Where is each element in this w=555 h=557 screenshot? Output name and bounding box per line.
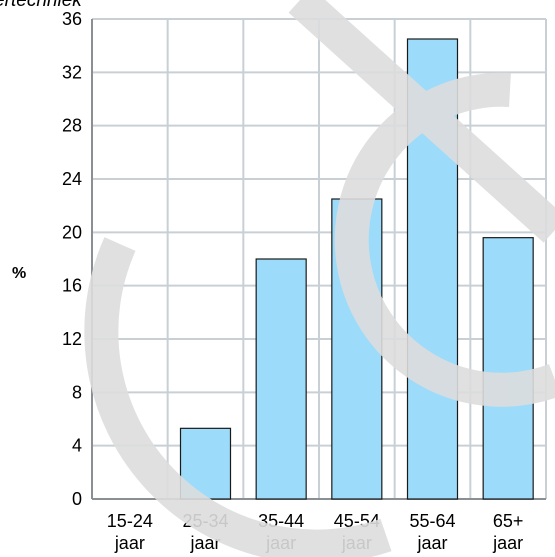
y-tick-label: 32 bbox=[62, 62, 82, 82]
y-tick-label: 16 bbox=[62, 276, 82, 296]
watermark-arc bbox=[84, 237, 392, 557]
y-tick-label: 36 bbox=[62, 9, 82, 29]
x-tick-label: 55-64 bbox=[409, 511, 455, 531]
bar-35-44 bbox=[255, 258, 307, 500]
x-tick-label: 65+ bbox=[493, 511, 524, 531]
y-tick-label: 28 bbox=[62, 116, 82, 136]
chart-title: Curvertechniek bbox=[0, 0, 83, 11]
watermark-stroke bbox=[288, 0, 555, 243]
bar-65+ bbox=[482, 237, 534, 500]
x-tick-label: jaar bbox=[492, 533, 523, 553]
y-tick-label: 0 bbox=[72, 489, 82, 509]
y-tick-label: 12 bbox=[62, 329, 82, 349]
y-tick-labels: 0 4 8 12 16 20 24 28 32 36 bbox=[62, 9, 82, 509]
y-tick-label: 8 bbox=[72, 382, 82, 402]
y-tick-label: 20 bbox=[62, 222, 82, 242]
x-tick-label: 15-24 bbox=[107, 511, 153, 531]
y-tick-label: 4 bbox=[72, 436, 82, 456]
y-tick-label: 24 bbox=[62, 169, 82, 189]
x-tick-label: jaar bbox=[416, 533, 447, 553]
x-tick-label: jaar bbox=[114, 533, 145, 553]
watermark-logo bbox=[84, 0, 555, 557]
y-axis-label: % bbox=[12, 265, 26, 282]
